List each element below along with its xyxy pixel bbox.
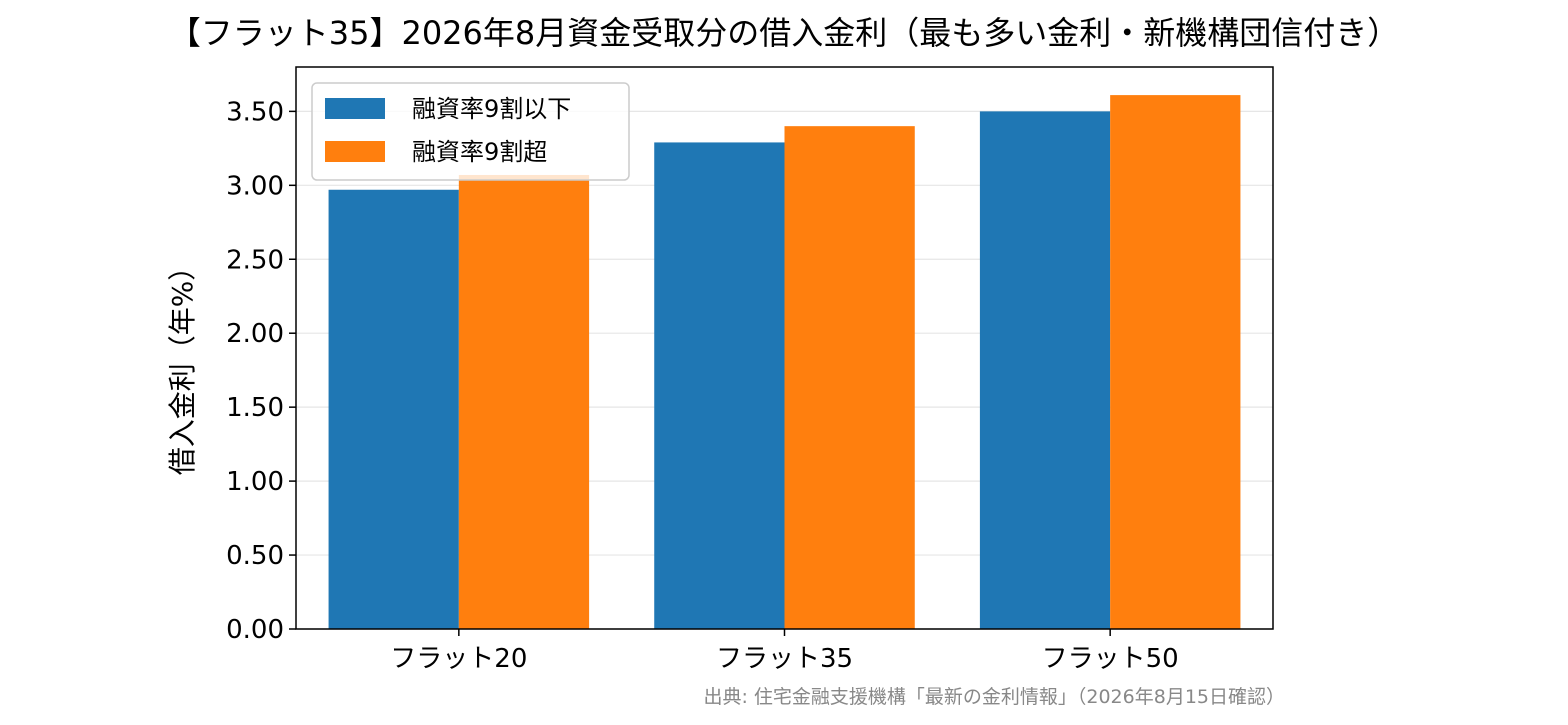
y-tick-label: 0.50: [226, 541, 284, 571]
y-tick-label: 2.00: [226, 319, 284, 349]
bar: [784, 126, 915, 629]
y-tick-label: 3.00: [226, 171, 284, 201]
x-tick-label: フラット50: [1042, 644, 1179, 674]
bar: [979, 111, 1111, 630]
bar: [1110, 95, 1241, 630]
y-tick-label: 1.50: [226, 393, 284, 423]
source-note: 出典: 住宅金融支援機構「最新の金利情報」（2026年8月15日確認）: [703, 686, 1285, 708]
y-tick-label: 2.50: [226, 245, 284, 275]
x-axis-ticks: フラット20 フラット35 フラット50: [390, 629, 1179, 674]
legend-swatch: [325, 141, 385, 162]
y-tick-label: 1.00: [226, 467, 284, 497]
legend-label: 融資率9割以下: [412, 95, 571, 123]
bar: [328, 189, 459, 629]
bar: [458, 174, 590, 629]
y-tick-label: 0.00: [226, 615, 284, 645]
y-axis-label: 借入金利（年%）: [166, 253, 199, 476]
chart-title: 【フラット35】2026年8月資金受取分の借入金利（最も多い金利・新機構団信付き…: [169, 14, 1400, 52]
y-axis-ticks: 0.00 0.50 1.00 1.50 2.00 2.50 3.00 3.50: [226, 97, 296, 645]
y-tick-label: 3.50: [226, 97, 284, 127]
legend-frame: [311, 82, 630, 181]
x-tick-label: フラット35: [716, 644, 853, 674]
bars: [328, 95, 1241, 630]
bar: [654, 142, 785, 629]
legend-label: 融資率9割超: [412, 138, 547, 166]
x-tick-label: フラット20: [390, 644, 527, 674]
legend-swatch: [325, 98, 385, 119]
